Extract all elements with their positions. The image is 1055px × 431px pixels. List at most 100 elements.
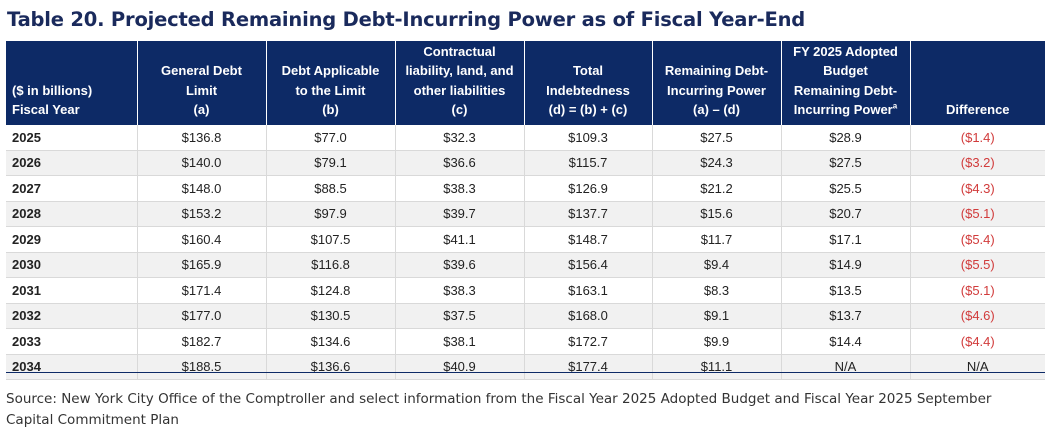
column-header-line: Incurring Power <box>793 102 893 118</box>
table-cell: $11.7 <box>652 226 782 253</box>
table-row: 2033 $182.7 $134.6 $38.1 $172.7 $9.9 $14.4 ($4.… <box>6 328 1045 355</box>
table-cell: $107.5 <box>266 226 396 253</box>
table-cell: $109.3 <box>524 125 653 151</box>
table-cell: $171.4 <box>137 277 267 304</box>
column-header-line: ($ in billions) <box>12 82 93 98</box>
table-cell: $11.1 <box>652 354 782 380</box>
table-row: 2028 $153.2 $97.9 $39.7 $137.7 $15.6 $20.7 ($5.… <box>6 201 1045 227</box>
table-cell: $40.9 <box>395 354 525 380</box>
table-cell: $41.1 <box>395 226 525 253</box>
column-header: Difference <box>910 41 1045 125</box>
table-cell: $21.2 <box>652 175 782 202</box>
table-row: 2025 $136.8 $77.0 $32.3 $109.3 $27.5 $28.9 ($1.… <box>6 125 1045 151</box>
table-cell: $13.7 <box>781 303 911 329</box>
table-cell: $8.3 <box>652 277 782 304</box>
column-header-line: (b) <box>322 102 339 118</box>
fiscal-year-cell: 2027 <box>6 175 138 202</box>
table-cell: $20.7 <box>781 201 911 227</box>
table-row: 2030 $165.9 $116.8 $39.6 $156.4 $9.4 $14.9 ($5.… <box>6 252 1045 278</box>
fiscal-year-cell: 2028 <box>6 201 138 227</box>
debt-table: ($ in billions) Fiscal Year General Debt Li… <box>6 41 1045 380</box>
column-header-line: (d) = (b) + (c) <box>548 102 628 118</box>
table-cell: $39.6 <box>395 252 525 278</box>
table-cell: $163.1 <box>524 277 653 304</box>
column-header-line: Difference <box>945 102 1010 118</box>
table-cell: $79.1 <box>266 150 396 176</box>
column-header-line: Remaining Debt- <box>664 63 769 79</box>
table-cell: $32.3 <box>395 125 525 151</box>
table-cell: $38.3 <box>395 175 525 202</box>
table-body: 2025 $136.8 $77.0 $32.3 $109.3 $27.5 $28.9 ($1.… <box>6 125 1045 380</box>
column-header-line: Fiscal Year <box>12 102 80 118</box>
table-cell: $27.5 <box>652 125 782 151</box>
table-cell: $116.8 <box>266 252 396 278</box>
table-cell: ($1.4) <box>910 125 1045 151</box>
column-header-line: other liabilities <box>413 82 506 98</box>
column-header-line: (a) – (d) <box>693 102 740 118</box>
table-cell: ($5.1) <box>910 277 1045 304</box>
table-cell: $39.7 <box>395 201 525 227</box>
header-row: ($ in billions) Fiscal Year General Debt Li… <box>6 41 1045 125</box>
table-cell: $13.5 <box>781 277 911 304</box>
fiscal-year-cell: 2030 <box>6 252 138 278</box>
table-cell: $38.1 <box>395 328 525 355</box>
fiscal-year-cell: 2029 <box>6 226 138 253</box>
column-header-line: (c) <box>451 102 468 118</box>
column-header-line: liability, land, and <box>405 63 514 79</box>
table-cell: $97.9 <box>266 201 396 227</box>
table-cell: $148.0 <box>137 175 267 202</box>
table-cell: $15.6 <box>652 201 782 227</box>
table-cell: $188.5 <box>137 354 267 380</box>
table-cell: ($5.5) <box>910 252 1045 278</box>
table-cell: $134.6 <box>266 328 396 355</box>
table-cell: $14.9 <box>781 252 911 278</box>
table-cell: $148.7 <box>524 226 653 253</box>
table-cell: $136.6 <box>266 354 396 380</box>
column-header: Debt Applicable to the Limit (b) <box>266 41 396 125</box>
column-header-line: to the Limit <box>295 82 366 98</box>
column-header-line: Total <box>572 63 604 79</box>
table-cell: $130.5 <box>266 303 396 329</box>
table-cell: $156.4 <box>524 252 653 278</box>
table-row: 2032 $177.0 $130.5 $37.5 $168.0 $9.1 $13.7 ($4.… <box>6 303 1045 329</box>
table-cell: $77.0 <box>266 125 396 151</box>
table-cell: $24.3 <box>652 150 782 176</box>
table-cell: ($4.6) <box>910 303 1045 329</box>
fiscal-year-cell: 2033 <box>6 328 138 355</box>
table-cell: $38.3 <box>395 277 525 304</box>
table-bottom-rule <box>6 372 1045 373</box>
column-header-line: Budget <box>823 63 868 79</box>
column-header-line: Limit <box>185 82 218 98</box>
column-header: FY 2025 Adopted Budget Remaining Debt- Incu… <box>781 41 911 125</box>
table-cell: $124.8 <box>266 277 396 304</box>
column-header-line: Remaining Debt- <box>793 82 898 98</box>
table-row: 2031 $171.4 $124.8 $38.3 $163.1 $8.3 $13.5 ($5.… <box>6 277 1045 304</box>
column-header-line: (a) <box>193 102 210 118</box>
table-cell: $28.9 <box>781 125 911 151</box>
column-header-line: General Debt <box>161 63 242 79</box>
table-cell: $25.5 <box>781 175 911 202</box>
table-row: 2034 $188.5 $136.6 $40.9 $177.4 $11.1 N/A N/A <box>6 354 1045 380</box>
column-header-line: Contractual <box>423 43 496 59</box>
table-row: 2026 $140.0 $79.1 $36.6 $115.7 $24.3 $27.5 ($3.… <box>6 150 1045 176</box>
table-cell: $136.8 <box>137 125 267 151</box>
footnote-marker: a <box>892 102 898 112</box>
table-cell: $88.5 <box>266 175 396 202</box>
table-cell: $182.7 <box>137 328 267 355</box>
table-cell: N/A <box>781 354 911 380</box>
fiscal-year-cell: 2026 <box>6 150 138 176</box>
table-cell: $9.1 <box>652 303 782 329</box>
column-header: General Debt Limit (a) <box>137 41 267 125</box>
table-cell: $177.0 <box>137 303 267 329</box>
column-header-line: FY 2025 Adopted <box>793 43 898 59</box>
table-cell: $153.2 <box>137 201 267 227</box>
table-cell: $160.4 <box>137 226 267 253</box>
table-cell: $140.0 <box>137 150 267 176</box>
column-header-line: Indebtedness <box>546 82 630 98</box>
column-header: ($ in billions) Fiscal Year <box>6 41 138 125</box>
table-cell: $172.7 <box>524 328 653 355</box>
table-cell: $17.1 <box>781 226 911 253</box>
table-cell: $9.9 <box>652 328 782 355</box>
table-row: 2027 $148.0 $88.5 $38.3 $126.9 $21.2 $25.5 ($4.… <box>6 175 1045 202</box>
fiscal-year-cell: 2032 <box>6 303 138 329</box>
